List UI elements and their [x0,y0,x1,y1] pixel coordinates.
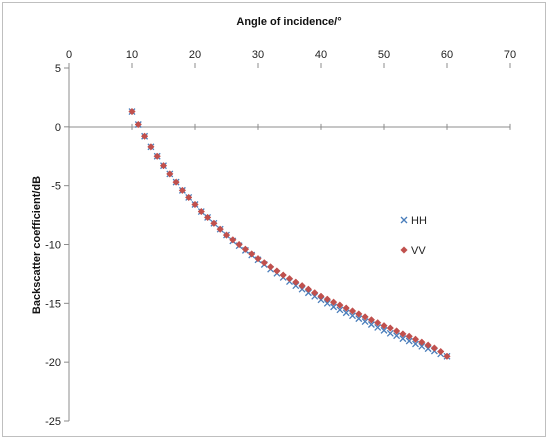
vv-point [185,193,193,202]
vv-point [266,263,275,271]
vv-point [203,213,212,222]
hh-point [349,312,356,320]
y-tick-label: 5 [55,63,61,75]
vv-point [374,319,382,327]
vv-point [166,170,174,178]
vv-point [342,304,350,312]
hh-point [418,342,426,350]
hh-point [374,323,382,331]
vv-point [147,143,155,151]
x-tick-label: 60 [441,49,453,61]
vv-point [216,225,224,233]
legend-hh-label: HH [411,215,427,227]
vv-point [386,324,394,332]
legend-hh-symbol [400,216,408,224]
vv-point [248,250,256,258]
vv-point [134,120,142,129]
legend-vv-marker [400,246,408,254]
vv-point [367,316,376,324]
x-tick-label: 20 [189,49,201,61]
x-tick-label: 10 [126,49,138,61]
vv-point [392,327,401,335]
vv-point [153,152,161,160]
hh-point [367,321,375,328]
x-axis-title: Angle of incidence/° [236,16,341,28]
y-tick-label: 0 [55,122,61,134]
vv-point [329,298,338,306]
vv-point [411,335,420,343]
hh-point [330,303,338,311]
x-tick-label: 70 [504,49,516,61]
hh-point [361,318,369,326]
vv-point [405,332,413,340]
hh-point [342,309,350,317]
vv-point [292,278,300,286]
vv-point [311,289,319,297]
legend-vv-symbol [400,246,408,254]
x-ticks: 0 10 20 30 40 50 60 70 [66,49,516,130]
hh-point [399,335,407,343]
vv-point [178,186,187,195]
legend-hh-marker [400,216,408,224]
vv-point [172,178,180,186]
hh-point [336,306,344,314]
vv-point [241,245,250,253]
y-axis-title: Backscatter coefficient/dB [31,176,43,314]
hh-point [355,315,363,323]
vv-point [361,313,369,321]
x-tick-label: 50 [378,49,390,61]
vv-point [159,162,168,170]
vv-point [380,322,388,330]
vv-point [323,295,331,303]
hh-point [323,299,331,307]
hh-point [405,337,413,345]
vv-point [235,240,243,249]
y-tick-label: -10 [45,240,61,252]
vv-point [399,330,407,338]
hh-point [412,340,419,348]
legend: HH VV [400,215,427,257]
series-hh [128,108,451,360]
vv-point [336,301,344,309]
hh-point [386,329,394,337]
y-tick-label: -5 [51,181,61,193]
x-tick-label: 0 [66,49,72,61]
y-tick-label: -25 [45,416,61,428]
vv-point [260,259,268,267]
vv-point [304,285,313,293]
vv-point [279,271,287,279]
x-tick-label: 30 [252,49,264,61]
vv-point [273,267,281,275]
y-tick-label: -15 [45,298,61,310]
vv-point [355,310,363,318]
vv-point [128,107,136,116]
vv-point [317,292,325,300]
vv-point [222,231,231,239]
vv-point [430,344,439,352]
vv-point [254,254,262,263]
vv-point [210,219,218,227]
chart-frame [2,2,546,437]
series-vv [128,107,451,360]
vv-point [418,338,426,346]
vv-point [348,307,357,315]
y-tick-label: -20 [45,357,61,369]
vv-point [424,341,432,349]
hh-point [380,326,388,334]
vv-point [285,274,294,283]
legend-vv-label: VV [411,245,426,257]
vv-point [298,282,306,290]
vv-point [140,132,149,140]
vv-point [437,347,445,356]
x-tick-label: 40 [315,49,327,61]
hh-point [393,332,401,340]
y-ticks: 5 0 -5 -10 -15 -20 -25 [45,63,69,428]
vv-point [191,200,199,209]
vv-point [443,352,451,360]
vv-point [197,207,205,216]
vv-point [229,236,237,244]
